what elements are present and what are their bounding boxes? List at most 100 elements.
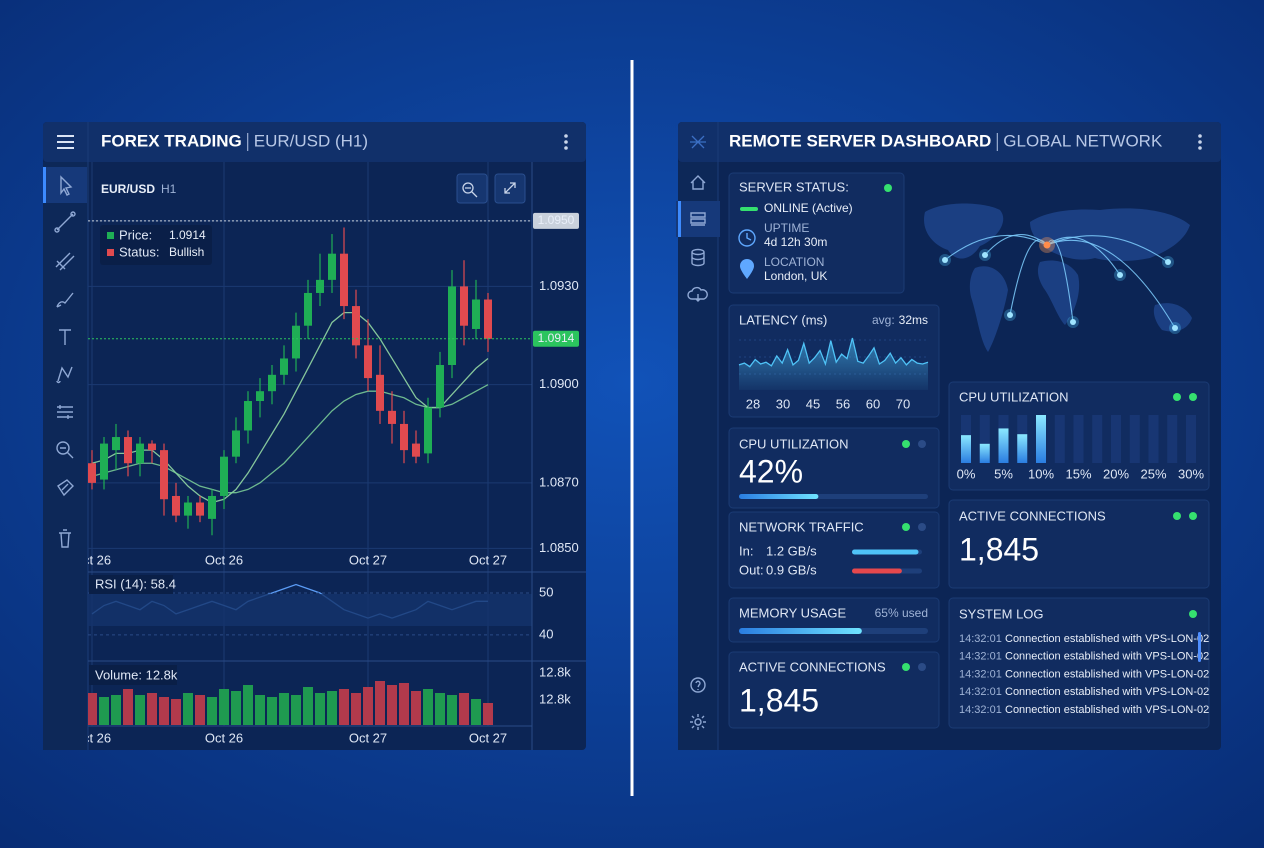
legend-value: Bullish bbox=[169, 245, 204, 259]
price-tag-label: 1.0950 bbox=[538, 213, 575, 227]
legend-label: Status: bbox=[119, 244, 159, 259]
candle-body bbox=[304, 292, 312, 326]
candle-body bbox=[148, 443, 156, 451]
x-tick-label: Oct 27 bbox=[349, 552, 387, 567]
volume-bar bbox=[435, 693, 445, 725]
fullscreen-icon bbox=[504, 182, 516, 194]
log-time: 14:32:01 bbox=[959, 633, 1002, 645]
channel-tool[interactable] bbox=[55, 252, 75, 271]
legend-label: Price: bbox=[119, 227, 152, 242]
candle-body bbox=[460, 286, 468, 326]
server-icon[interactable] bbox=[690, 212, 706, 226]
x-tick-label: 45 bbox=[806, 396, 820, 411]
candle-body bbox=[136, 443, 144, 464]
cloud-icon[interactable] bbox=[687, 286, 708, 302]
price-tag bbox=[533, 212, 579, 229]
select-tool[interactable] bbox=[60, 175, 73, 196]
candle-body bbox=[220, 456, 228, 496]
moving-average bbox=[91, 384, 489, 494]
trash-tool[interactable] bbox=[59, 529, 71, 548]
candle-body bbox=[268, 374, 276, 392]
volume-bar bbox=[267, 697, 277, 725]
network-link bbox=[1046, 235, 1169, 263]
cpu-bar bbox=[961, 435, 971, 463]
kebab-menu[interactable] bbox=[564, 134, 568, 138]
log-time: 14:32:01 bbox=[959, 704, 1002, 716]
cpu-value: 42% bbox=[739, 453, 803, 489]
status-card bbox=[728, 172, 905, 294]
log-message: Connection established with VPS-LON-02 bbox=[1005, 668, 1209, 680]
latency-line bbox=[738, 337, 929, 368]
volume-bar bbox=[171, 699, 181, 725]
x-tick-label: 56 bbox=[836, 396, 850, 411]
help-icon[interactable] bbox=[690, 677, 706, 693]
network-link bbox=[984, 234, 1048, 256]
cpu-card bbox=[728, 427, 940, 509]
volume-bar bbox=[351, 693, 361, 725]
bar-track bbox=[1186, 415, 1196, 463]
select-tool-highlight bbox=[43, 167, 87, 203]
card-title: CPU UTILIZATION bbox=[739, 436, 849, 451]
uptime-label: UPTIME bbox=[764, 221, 809, 235]
candle-body bbox=[292, 325, 300, 359]
volume-bar bbox=[339, 689, 349, 725]
card-title: SYSTEM LOG bbox=[959, 606, 1044, 621]
volume-tick-label: 12.8k bbox=[539, 664, 571, 679]
y-tick-label: 1.0870 bbox=[539, 474, 579, 489]
kebab-menu[interactable] bbox=[1198, 134, 1202, 138]
log-scrollbar[interactable] bbox=[1198, 632, 1201, 662]
bar-track bbox=[1167, 415, 1178, 463]
x-tick-label: 10% bbox=[1028, 466, 1054, 481]
legend-swatch bbox=[107, 232, 114, 239]
kebab-menu[interactable] bbox=[1198, 140, 1202, 144]
zoom-tool[interactable] bbox=[56, 441, 74, 459]
header-subtitle: EUR/USD (H1) bbox=[254, 131, 368, 150]
line-tool[interactable] bbox=[54, 211, 76, 233]
database-icon[interactable] bbox=[691, 248, 705, 267]
card-title: ACTIVE CONNECTIONS bbox=[959, 508, 1106, 523]
kebab-menu[interactable] bbox=[1198, 146, 1202, 150]
candle-body bbox=[412, 443, 420, 457]
magnet-tool[interactable] bbox=[57, 479, 74, 497]
candle-body bbox=[340, 253, 348, 307]
x-tick-label: Oct 27 bbox=[469, 552, 507, 567]
network-node bbox=[1165, 259, 1171, 265]
candle-body bbox=[280, 358, 288, 375]
rsi-label-box bbox=[89, 575, 173, 594]
volume-bar bbox=[135, 695, 145, 725]
memory-progress bbox=[739, 628, 862, 634]
home-icon[interactable] bbox=[690, 175, 706, 190]
candle-body bbox=[484, 299, 492, 339]
kebab-menu[interactable] bbox=[564, 140, 568, 144]
candle-body bbox=[448, 286, 456, 365]
zoom-out-icon bbox=[462, 182, 478, 198]
log-message: Connection established with VPS-LON-02 bbox=[1005, 686, 1209, 698]
y-tick-label: 40 bbox=[539, 626, 553, 641]
traffic-value: 0.9 GB/s bbox=[766, 562, 817, 577]
rsi-band bbox=[88, 594, 532, 626]
volume-tick-label: 12.8k bbox=[539, 691, 571, 706]
bar-track bbox=[1054, 415, 1065, 463]
text-tool[interactable] bbox=[59, 329, 71, 345]
measure-tool[interactable] bbox=[57, 405, 73, 419]
x-tick-label: 0% bbox=[957, 466, 976, 481]
hub-node bbox=[1043, 241, 1051, 249]
volume-bar bbox=[303, 687, 313, 725]
volume-label-box bbox=[89, 665, 177, 685]
clock-icon bbox=[738, 229, 756, 247]
kebab-menu[interactable] bbox=[564, 146, 568, 150]
card-title: NETWORK TRAFFIC bbox=[739, 519, 864, 534]
cpu-bar bbox=[998, 428, 1009, 463]
settings-icon[interactable] bbox=[690, 714, 706, 730]
toolbar bbox=[43, 162, 88, 750]
pattern-tool[interactable] bbox=[56, 366, 73, 384]
traffic-bar bbox=[852, 568, 902, 574]
candle-body bbox=[172, 495, 180, 516]
volume-bar bbox=[255, 695, 265, 725]
network-link bbox=[1046, 239, 1176, 329]
zoom-out-button[interactable] bbox=[456, 173, 488, 204]
brush-tool[interactable] bbox=[56, 292, 74, 308]
timeframe: H1 bbox=[161, 182, 177, 196]
volume-bar bbox=[387, 685, 397, 725]
